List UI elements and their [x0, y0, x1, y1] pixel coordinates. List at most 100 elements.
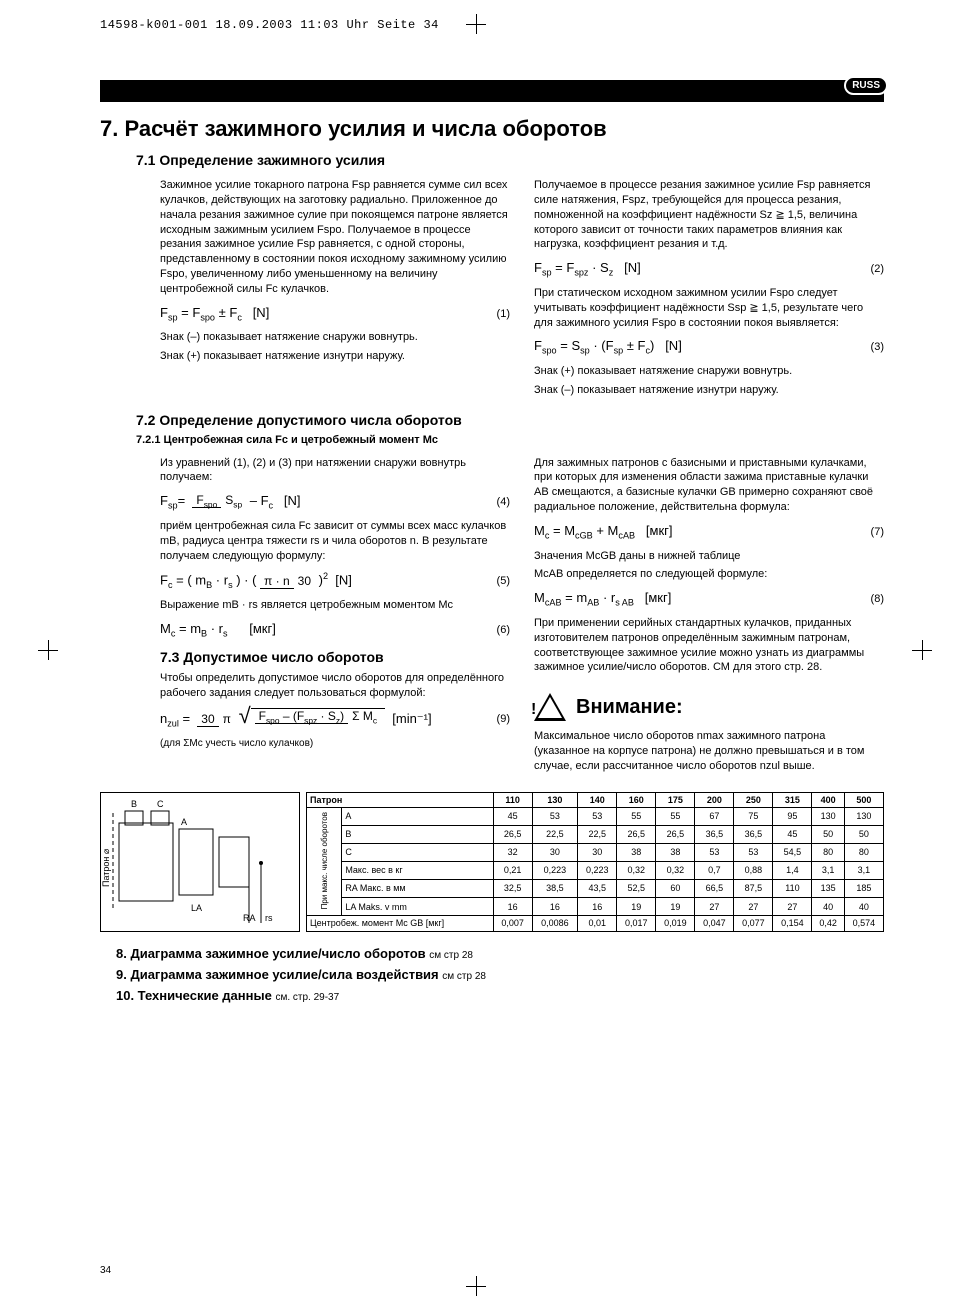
- table-cell: 75: [734, 807, 773, 825]
- table-col: 250: [734, 792, 773, 807]
- warning-bang: !: [531, 701, 536, 719]
- table-cell: 19: [656, 898, 695, 916]
- table-cell: 30: [532, 843, 578, 861]
- table-side-label: При макс. числе оборотов: [307, 807, 342, 915]
- table-cell: 0,223: [532, 861, 578, 879]
- equation-7: Mc = McGB + McAB [мкг] (7): [534, 523, 884, 541]
- equation-3: Fspo = Ssp · (Fsp ± Fc) [N] (3): [534, 338, 884, 356]
- item-9: 9. Диаграмма зажимное усилие/сила воздей…: [116, 967, 884, 982]
- chuck-diagram: B C A LA RA rs Патрон ⌀: [100, 792, 300, 932]
- table-cell: 130: [844, 807, 883, 825]
- table-cell: 0,42: [812, 916, 844, 932]
- table-cell: 130: [812, 807, 844, 825]
- svg-text:B: B: [131, 799, 137, 809]
- table-cell: 55: [617, 807, 656, 825]
- table-cell: 36,5: [695, 825, 734, 843]
- data-table: Патрон 110 130 140 160 175 200 250 315 4…: [306, 792, 884, 932]
- s71-right-p4: Знак (–) показывает натяжение изнутри на…: [534, 383, 884, 398]
- table-cell: 53: [578, 807, 617, 825]
- table-row: C3230303838535354,58080: [307, 843, 884, 861]
- header-bar: RUSS: [100, 80, 884, 102]
- table-row-label: LA Maks. v mm: [342, 898, 493, 916]
- table-col: 110: [493, 792, 532, 807]
- table-row-label: Макс. вес в кг: [342, 861, 493, 879]
- table-col: 175: [656, 792, 695, 807]
- item-10: 10. Технические данные см. стр. 29-37: [116, 988, 884, 1003]
- table-cell: 38: [656, 843, 695, 861]
- table-cell: 45: [493, 807, 532, 825]
- table-cell: 0,32: [617, 861, 656, 879]
- table-cell: 16: [493, 898, 532, 916]
- table-cell: 0,017: [617, 916, 656, 932]
- s72-left-p3: Выражение mB · rs является цетробежным м…: [160, 598, 510, 613]
- table-col-header: Патрон: [307, 792, 494, 807]
- table-cell: 27: [695, 898, 734, 916]
- table-cell: 36,5: [734, 825, 773, 843]
- page-number: 34: [100, 1265, 111, 1276]
- warning-title: Внимание:: [576, 696, 683, 719]
- table-cell: 3,1: [812, 861, 844, 879]
- s73-note: (для ΣMc учесть число кулачков): [160, 737, 510, 751]
- table-cell: 26,5: [493, 825, 532, 843]
- table-row: B26,522,522,526,526,536,536,5455050: [307, 825, 884, 843]
- s71-left-p1: Зажимное усилие токарного патрона Fsp ра…: [160, 178, 510, 297]
- table-cell: 26,5: [617, 825, 656, 843]
- svg-text:A: A: [181, 817, 187, 827]
- table-row-label: RA Макс. в мм: [342, 879, 493, 897]
- section-7-2-heading: 7.2 Определение допустимого числа оборот…: [136, 412, 884, 428]
- svg-text:rs: rs: [265, 913, 273, 923]
- table-cell: 60: [656, 879, 695, 897]
- item-8: 8. Диаграмма зажимное усилие/число оборо…: [116, 946, 884, 961]
- table-cell: 50: [844, 825, 883, 843]
- table-cell: 22,5: [532, 825, 578, 843]
- table-cell: 0,019: [656, 916, 695, 932]
- table-cell: 0,32: [656, 861, 695, 879]
- table-cell: 32,5: [493, 879, 532, 897]
- s72-right-p3: McAB определяется по следующей формуле:: [534, 567, 884, 582]
- table-cell: 0,21: [493, 861, 532, 879]
- s72-right-p1: Для зажимных патронов с базисными и прис…: [534, 456, 884, 515]
- table-cell: 16: [532, 898, 578, 916]
- table-row: При макс. числе оборотовA455353555567759…: [307, 807, 884, 825]
- table-col: 315: [773, 792, 812, 807]
- svg-text:LA: LA: [191, 903, 202, 913]
- s71-right-p3: Знак (+) показывает натяжение снаружи во…: [534, 364, 884, 379]
- table-cell: 67: [695, 807, 734, 825]
- equation-6: Mc = mB · rs [мкг] (6): [160, 621, 510, 639]
- equation-9: nzul = 30π √Fspo – (Fspz · Sz)Σ Mc [min⁻…: [160, 708, 510, 729]
- table-cell: 38: [617, 843, 656, 861]
- table-col: 140: [578, 792, 617, 807]
- table-col: 400: [812, 792, 844, 807]
- table-cell: 135: [812, 879, 844, 897]
- s72-left-p1: Из уравнений (1), (2) и (3) при натяжени…: [160, 456, 510, 486]
- cropmark-right: [912, 640, 932, 660]
- table-cell: 22,5: [578, 825, 617, 843]
- table-col: 160: [617, 792, 656, 807]
- s72-right-p2: Значения McGB даны в нижней таблице: [534, 549, 884, 564]
- page-title: 7. Расчёт зажимного усилия и числа оборо…: [100, 116, 884, 142]
- s71-left-p2: Знак (–) показывает натяжение снаружи во…: [160, 330, 510, 345]
- table-cell: 95: [773, 807, 812, 825]
- table-row-label: C: [342, 843, 493, 861]
- table-cell: 0,0086: [532, 916, 578, 932]
- table-cell: 0,077: [734, 916, 773, 932]
- table-cell: 0,7: [695, 861, 734, 879]
- table-cell: 40: [812, 898, 844, 916]
- s72-left-p2: приём центробежная сила Fc зависит от су…: [160, 519, 510, 564]
- table-cell: 0,223: [578, 861, 617, 879]
- s71-right-p2: При статическом исходном зажимном усилии…: [534, 286, 884, 331]
- table-cell: 0,154: [773, 916, 812, 932]
- table-cell: 80: [812, 843, 844, 861]
- table-row: RA Макс. в мм32,538,543,552,56066,587,51…: [307, 879, 884, 897]
- table-cell: 32: [493, 843, 532, 861]
- section-7-3-heading: 7.3 Допустимое число оборотов: [160, 649, 510, 665]
- table-cell: 38,5: [532, 879, 578, 897]
- cropmark-bottom: [466, 1276, 486, 1296]
- table-cell: 53: [734, 843, 773, 861]
- table-cell: 16: [578, 898, 617, 916]
- svg-text:RA: RA: [243, 913, 256, 923]
- table-cell: 50: [812, 825, 844, 843]
- table-row-label: B: [342, 825, 493, 843]
- table-cell: 0,574: [844, 916, 883, 932]
- s71-right-p1: Получаемое в процессе резания зажимное у…: [534, 178, 884, 252]
